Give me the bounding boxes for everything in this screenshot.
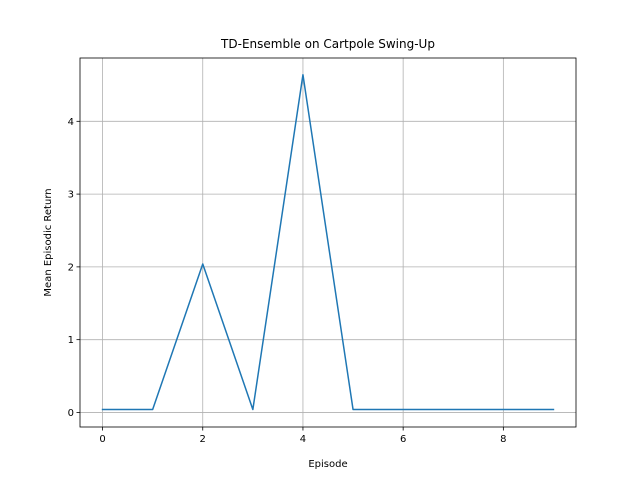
x-tick-label: 6 (400, 434, 406, 445)
x-tick-label: 8 (500, 434, 506, 445)
x-tick-label: 4 (300, 434, 306, 445)
y-tick-label: 0 (68, 408, 74, 419)
series-layer (101, 73, 555, 411)
x-axis-ticks: 0 2 4 6 8 (99, 427, 507, 445)
y-tick-label: 1 (68, 335, 74, 346)
chart-title: TD-Ensemble on Cartpole Swing-Up (220, 37, 435, 51)
y-axis-label: Mean Episodic Return (43, 188, 54, 296)
y-tick-label: 4 (68, 117, 74, 128)
series-line (101, 73, 555, 411)
x-axis-label: Episode (308, 459, 347, 470)
y-tick-label: 2 (68, 262, 74, 273)
grid (80, 58, 576, 427)
y-tick-label: 3 (68, 190, 74, 201)
x-tick-label: 2 (200, 434, 206, 445)
x-tick-label: 0 (99, 434, 105, 445)
plot-area-frame (79, 57, 577, 428)
y-axis-ticks: 0 1 2 3 4 (68, 117, 80, 419)
